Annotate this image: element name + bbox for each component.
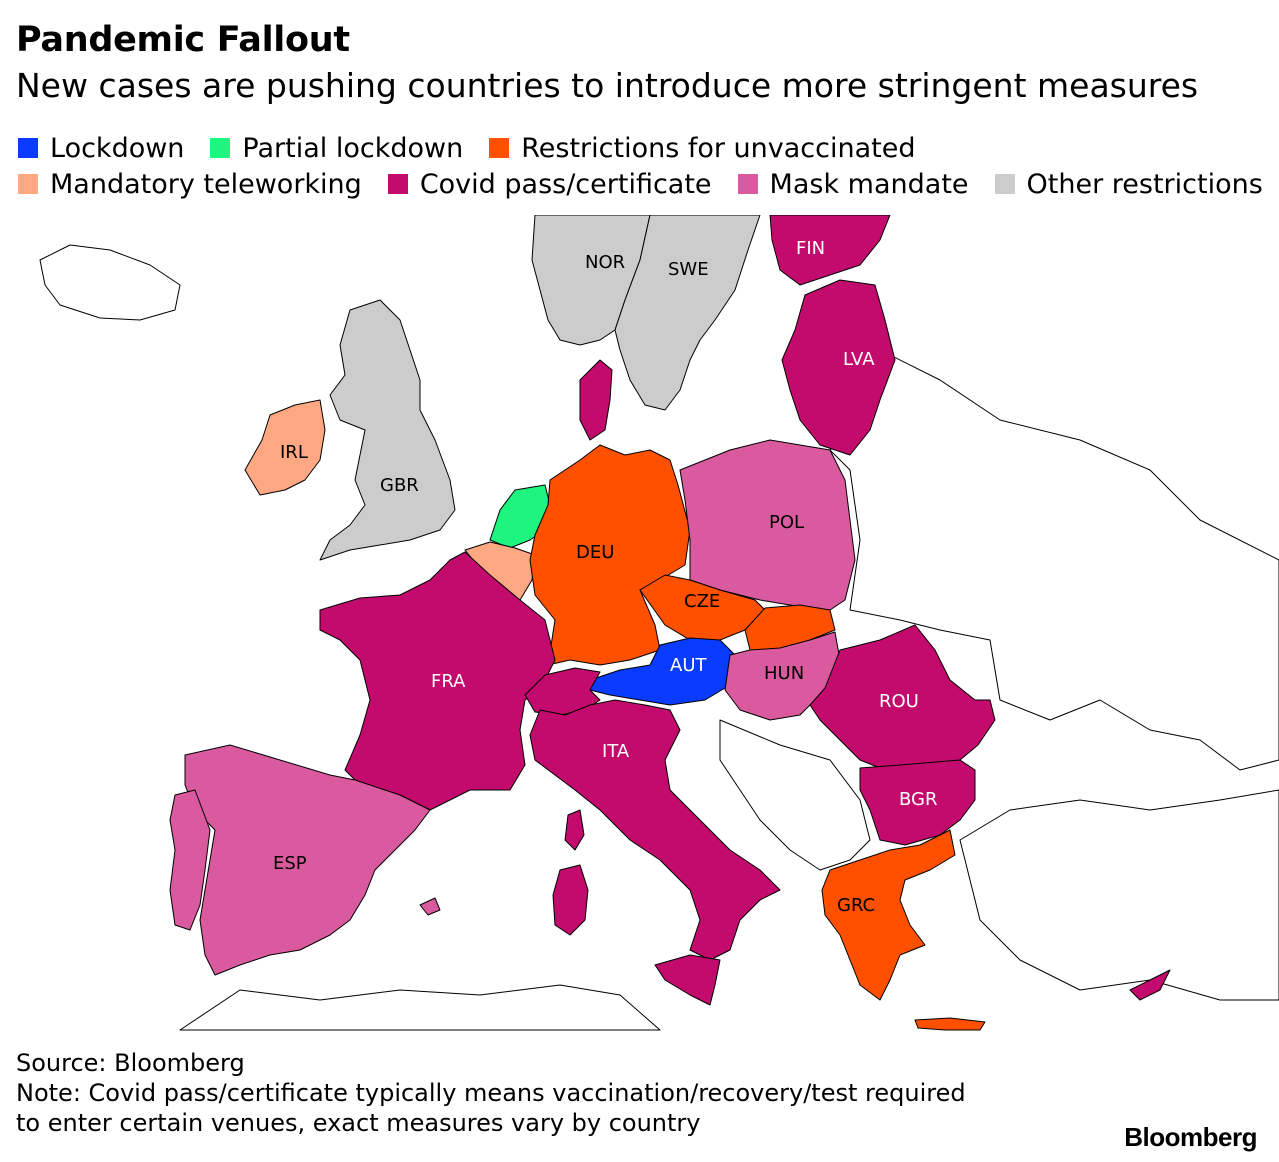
label-fin: FIN [796, 238, 825, 259]
chart-subtitle: New cases are pushing countries to intro… [16, 66, 1199, 105]
map-country-swe [614, 215, 761, 411]
legend-item-other-restrictions: Other restrictions [994, 168, 1263, 200]
legend-item-mask-mandate: Mask mandate [737, 168, 969, 200]
map-russia-ukraine-region [829, 349, 1279, 771]
legend-item-restrictions-unvaccinated: Restrictions for unvaccinated [489, 132, 916, 164]
legend-swatch-lockdown [18, 138, 38, 158]
label-fra: FRA [431, 671, 466, 692]
footer: Source: Bloomberg Note: Covid pass/certi… [16, 1048, 966, 1138]
map-country-rou [809, 624, 996, 769]
map-country-ita-sicily [654, 954, 721, 1006]
map-country-ita [529, 699, 781, 961]
legend-label-covid-pass: Covid pass/certificate [419, 168, 712, 200]
map-country-bgr [859, 759, 976, 846]
map-country-ita-sardinia [552, 864, 589, 936]
legend-row-1: Lockdown Partial lockdown Restrictions f… [18, 130, 1268, 166]
legend-swatch-restrictions-unvaccinated [489, 138, 510, 158]
map-country-irl [244, 399, 326, 496]
label-swe: SWE [668, 259, 709, 280]
legend-row-2: Mandatory teleworking Covid pass/certifi… [18, 166, 1268, 202]
bloomberg-logo: Bloomberg [1124, 1122, 1257, 1152]
label-lva: LVA [843, 349, 875, 370]
label-hun: HUN [764, 663, 804, 684]
note-line-1: Note: Covid pass/certificate typically m… [16, 1079, 966, 1107]
map-balkans [719, 719, 871, 871]
label-deu: DEU [576, 542, 614, 563]
map-country-esp [184, 744, 431, 976]
legend-item-covid-pass: Covid pass/certificate [387, 168, 712, 200]
legend-label-other-restrictions: Other restrictions [1026, 168, 1263, 200]
map-country-fin [769, 215, 891, 286]
label-esp: ESP [273, 853, 307, 874]
map-north-africa [179, 984, 661, 1031]
map-country-grc [821, 829, 956, 1001]
map-country-grc-crete [914, 1017, 986, 1031]
label-aut: AUT [670, 655, 707, 676]
map-country-baltics [781, 279, 896, 456]
legend-swatch-mask-mandate [737, 174, 758, 194]
legend-label-mandatory-teleworking: Mandatory teleworking [50, 168, 362, 200]
legend-item-mandatory-teleworking: Mandatory teleworking [18, 169, 362, 200]
map-iceland [39, 244, 181, 321]
legend-label-restrictions-unvaccinated: Restrictions for unvaccinated [521, 132, 916, 164]
legend: Lockdown Partial lockdown Restrictions f… [18, 130, 1268, 202]
legend-swatch-covid-pass [387, 174, 408, 194]
legend-swatch-partial-lockdown [210, 138, 231, 158]
note-line-2: to enter certain venues, exact measures … [16, 1109, 701, 1137]
map-country-pol [679, 439, 856, 611]
label-nor: NOR [585, 252, 625, 273]
legend-label-mask-mandate: Mask mandate [769, 168, 969, 200]
map-country-deu [529, 444, 691, 666]
label-ita: ITA [602, 741, 630, 762]
map-balearic-islands [419, 897, 441, 916]
chart-title: Pandemic Fallout [16, 20, 350, 60]
label-irl: IRL [280, 442, 308, 463]
legend-swatch-mandatory-teleworking [18, 174, 38, 194]
label-rou: ROU [879, 691, 919, 712]
source-note: Source: Bloomberg [16, 1049, 245, 1077]
label-pol: POL [769, 512, 804, 533]
label-grc: GRC [837, 895, 875, 916]
map-country-dnk [579, 359, 613, 441]
label-gbr: GBR [380, 475, 419, 496]
legend-swatch-other-restrictions [994, 174, 1015, 194]
map-country-fra [319, 551, 556, 811]
legend-label-partial-lockdown: Partial lockdown [242, 132, 464, 164]
map-country-cyp [1129, 969, 1171, 1001]
label-cze: CZE [684, 591, 720, 612]
map-country-ita-corsica [564, 809, 585, 851]
europe-map: NOR SWE FIN LVA IRL GBR DEU POL CZE AUT … [39, 215, 1279, 1031]
map-turkey [959, 789, 1279, 1001]
legend-item-partial-lockdown: Partial lockdown [210, 133, 463, 164]
legend-item-lockdown: Lockdown [18, 133, 184, 164]
map-country-gbr [319, 299, 456, 561]
legend-label-lockdown: Lockdown [50, 132, 185, 164]
map-country-prt [169, 789, 211, 931]
label-bgr: BGR [899, 789, 938, 810]
